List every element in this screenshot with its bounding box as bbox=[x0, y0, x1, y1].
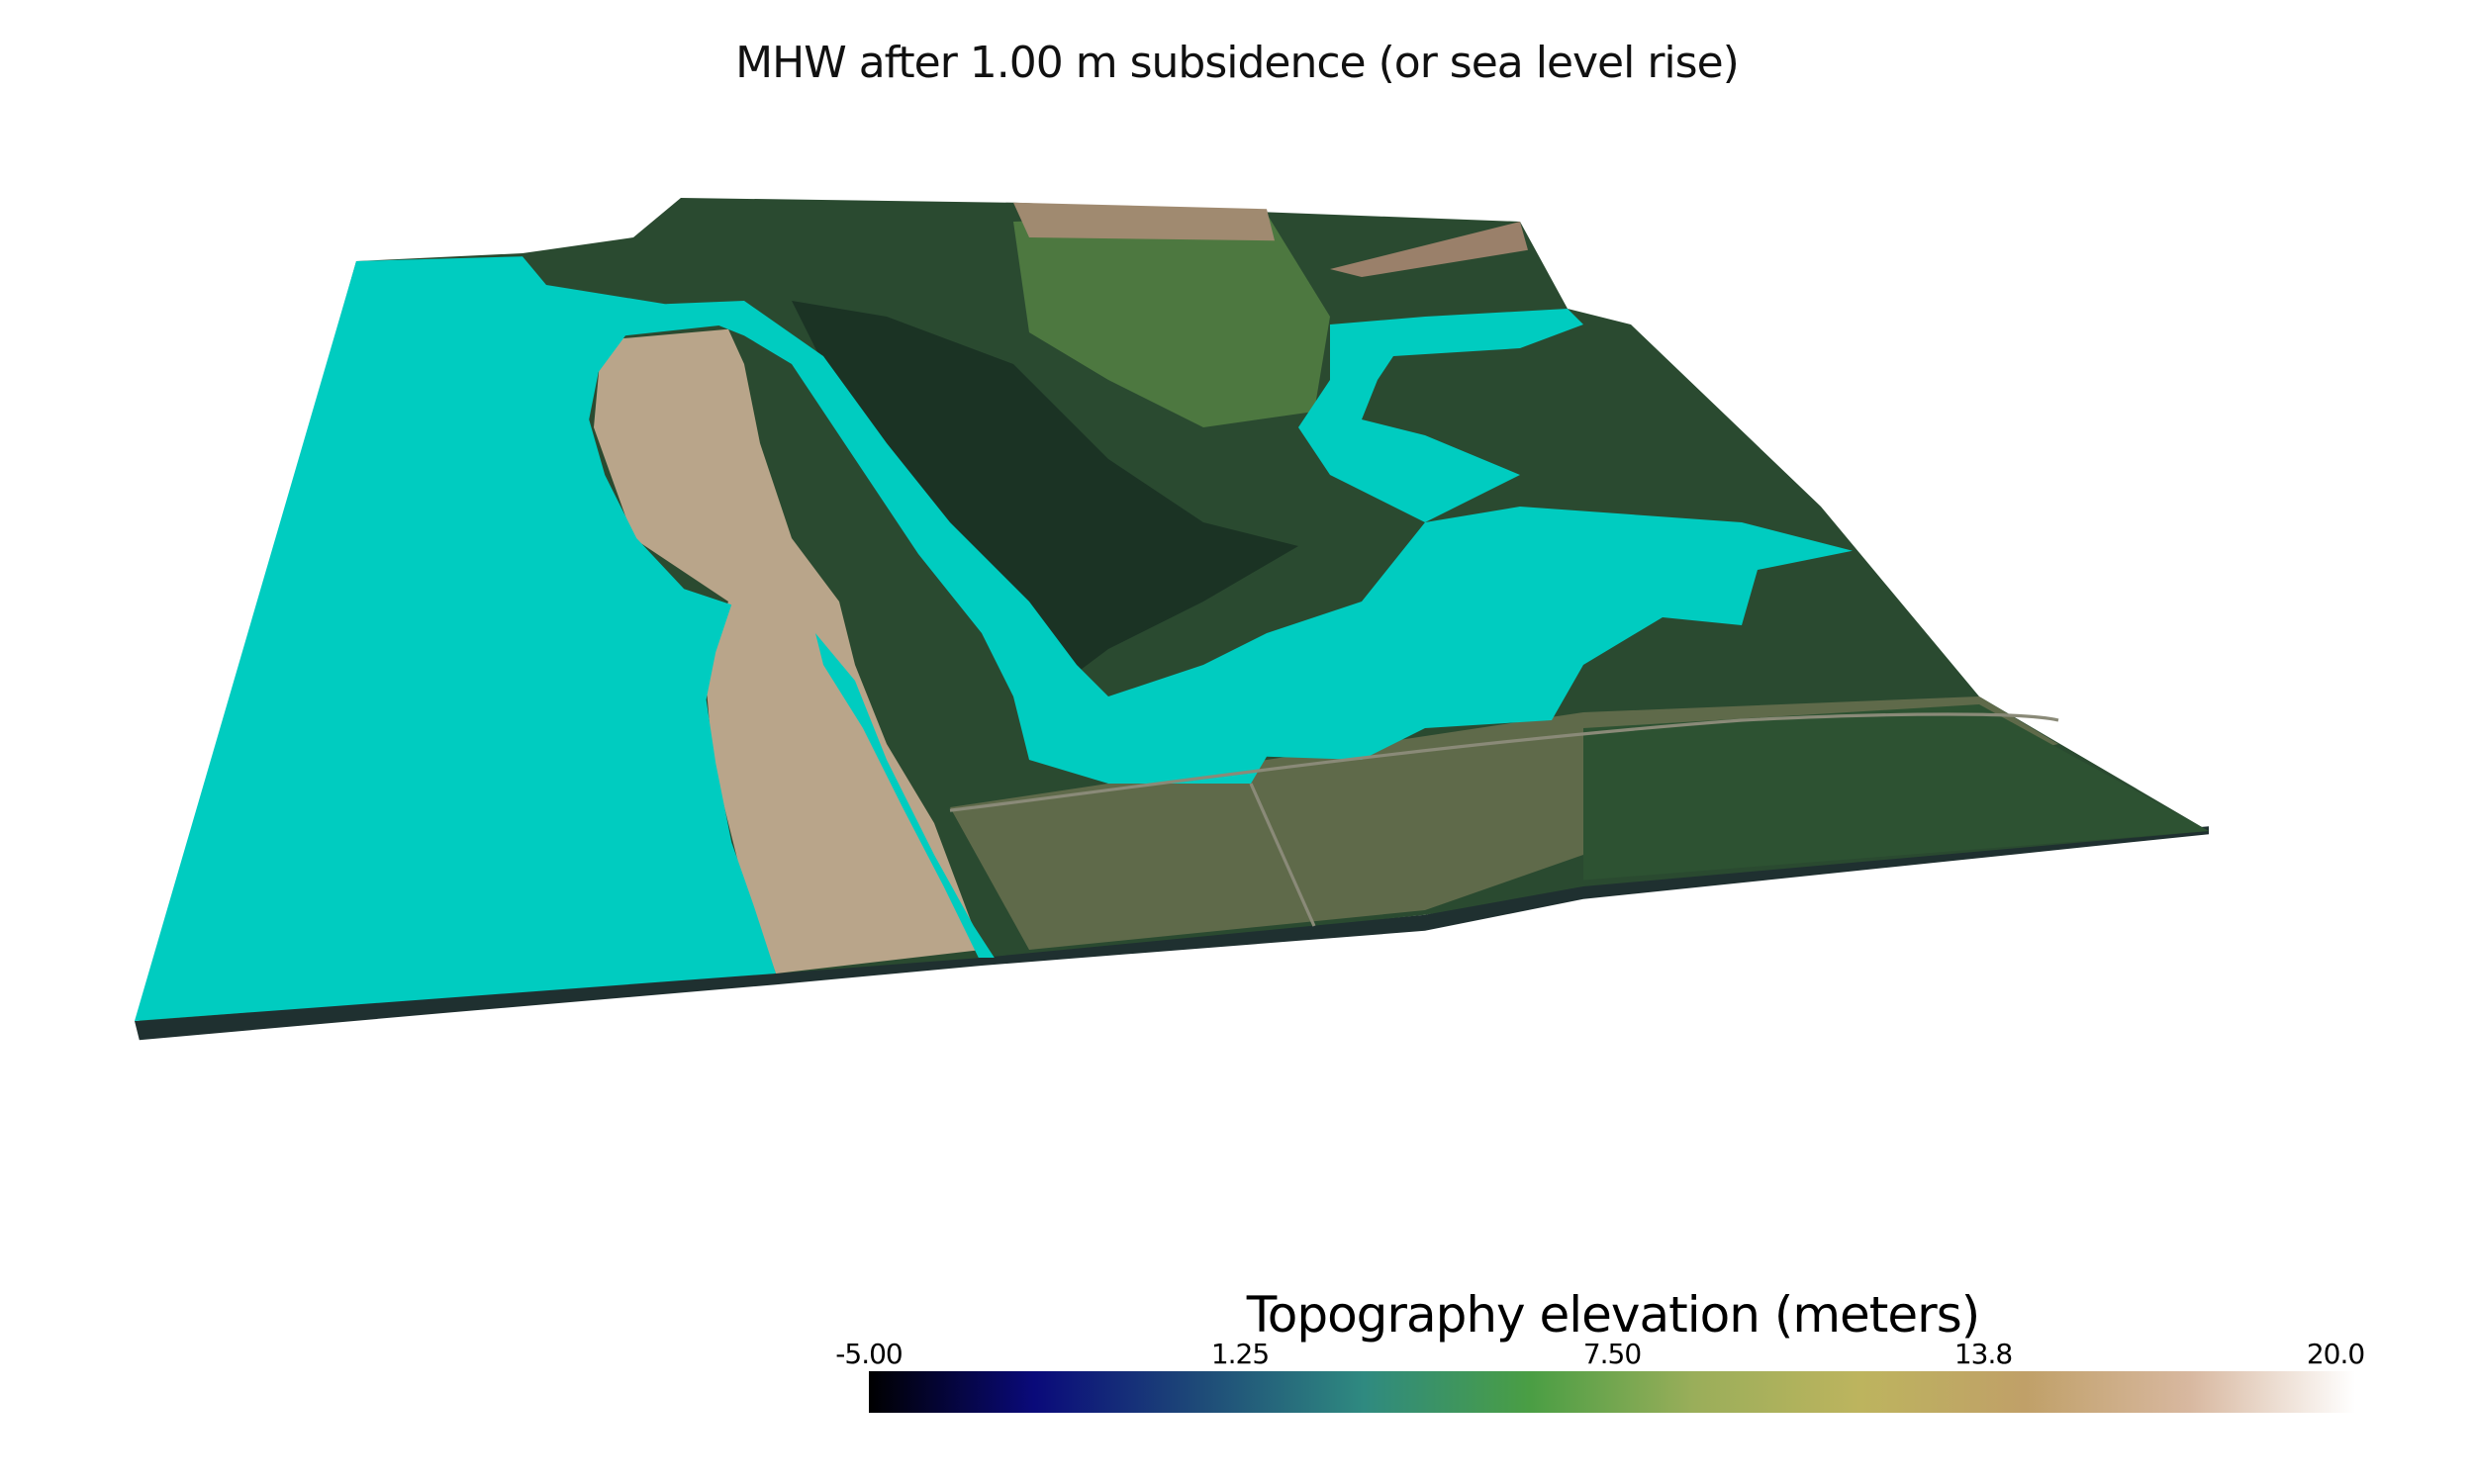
terrain-base-edge bbox=[135, 826, 2209, 1041]
cleared-field bbox=[1013, 214, 1330, 427]
road bbox=[949, 712, 2059, 812]
colorbar-title: Topography elevation (meters) bbox=[1246, 1286, 1981, 1344]
colorbar-tick: 1.25 bbox=[1210, 1338, 1270, 1370]
colorbar-tick: 20.0 bbox=[2306, 1338, 2365, 1370]
road-branch bbox=[1249, 783, 1316, 927]
colorbar-tick: 13.8 bbox=[1953, 1338, 2013, 1370]
river-channel-water bbox=[665, 301, 1853, 784]
colorbar-tick: -5.00 bbox=[835, 1338, 903, 1370]
colorbar-tick: 7.50 bbox=[1582, 1338, 1642, 1370]
forest-lower-right bbox=[1583, 704, 2209, 881]
cleared-field-upper bbox=[1013, 202, 1275, 241]
upper-bay-water bbox=[1298, 309, 1583, 522]
plot-title: MHW after 1.00 m subsidence (or sea leve… bbox=[735, 38, 1740, 88]
estuary-outlet-water bbox=[815, 633, 995, 958]
ocean-water bbox=[135, 256, 776, 1021]
colorbar-gradient bbox=[869, 1371, 2355, 1413]
cleared-field-right bbox=[1330, 222, 1528, 277]
beach-dunes bbox=[594, 328, 982, 974]
forest-dark-ridge bbox=[792, 301, 1298, 696]
